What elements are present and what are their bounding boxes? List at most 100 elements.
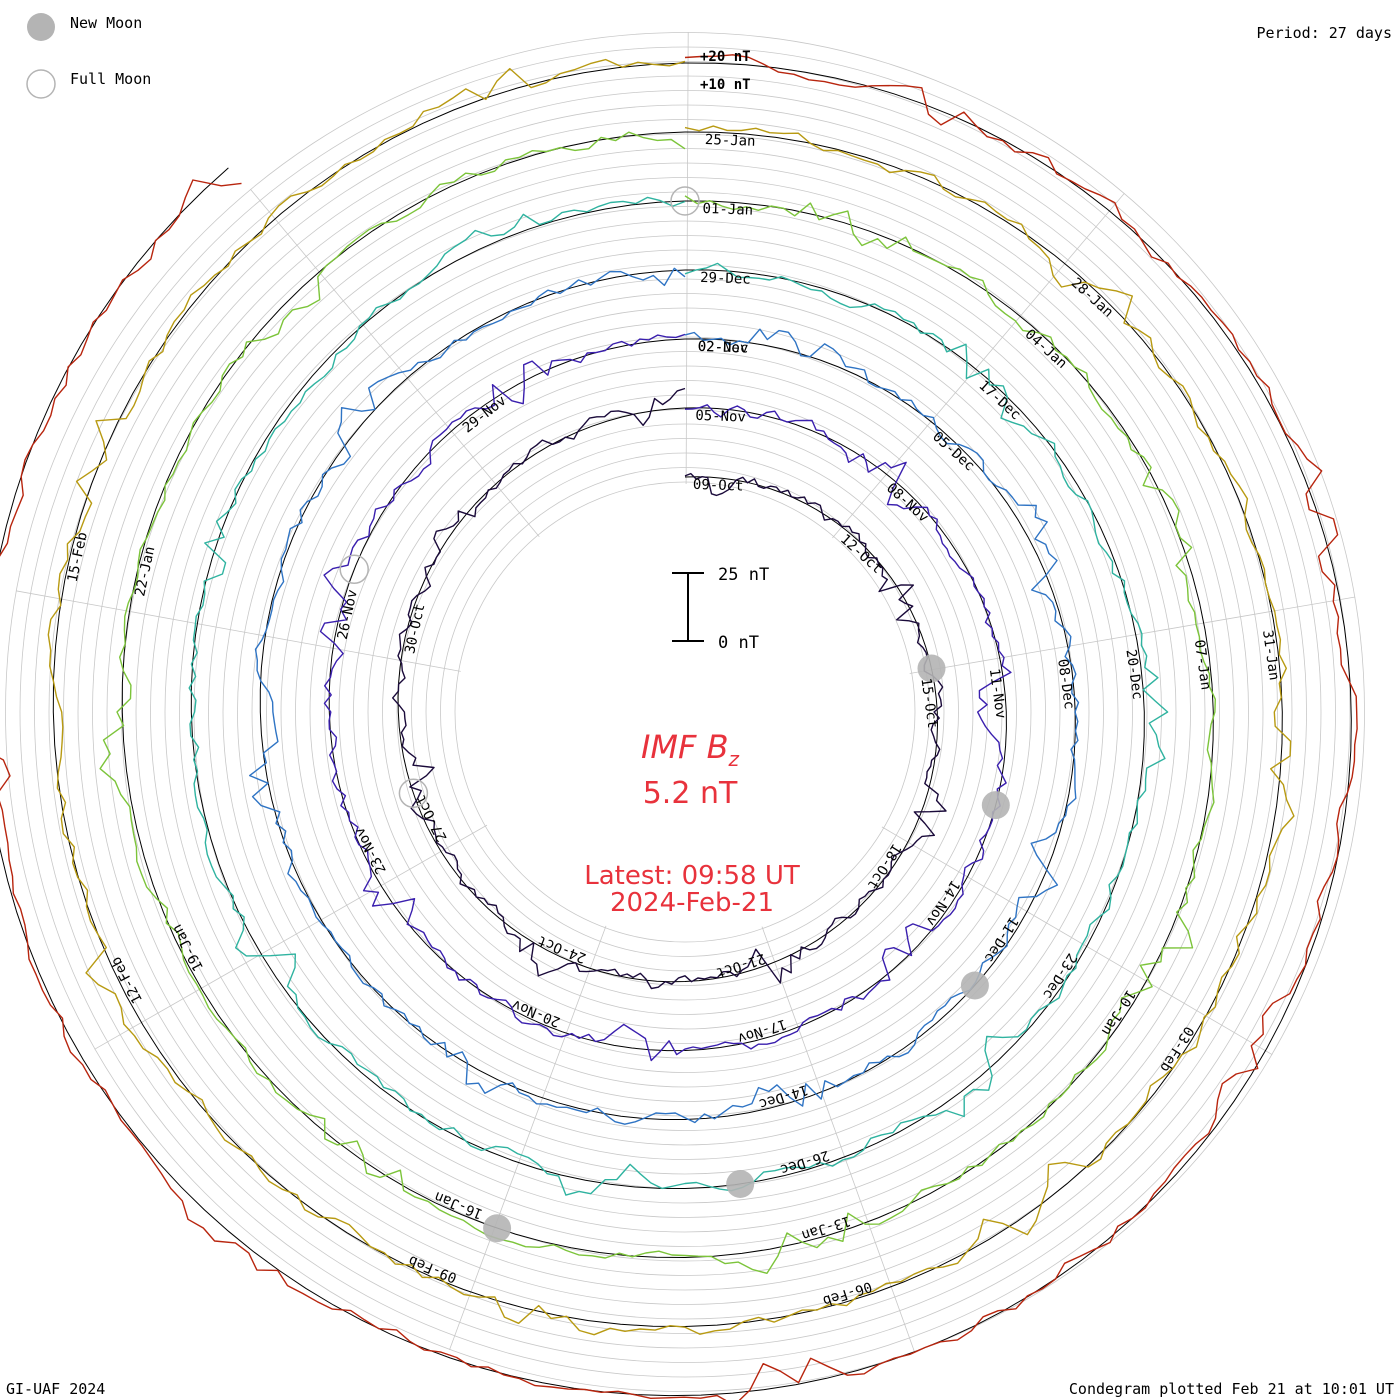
ring-2-trace xyxy=(248,267,1080,1125)
ring-5-trace xyxy=(47,58,1295,1336)
full-moon-icon xyxy=(26,69,56,99)
grid-circle xyxy=(338,365,1032,1059)
ring-0-trace xyxy=(392,387,947,990)
latest-date: 2024-Feb-21 xyxy=(610,888,774,918)
ring-3-trace xyxy=(188,196,1169,1196)
parameter-title: IMF Bz xyxy=(641,728,740,771)
date-label: 09-Feb xyxy=(406,1252,459,1286)
date-label: 16-Jan xyxy=(432,1188,485,1222)
date-label: 08-Nov xyxy=(883,480,931,526)
new-moon-marker xyxy=(960,971,989,1000)
grid-circle xyxy=(150,177,1220,1247)
date-label: 19-Jan xyxy=(169,921,207,973)
day-spoke xyxy=(449,925,607,1351)
scale-label-20: +20 nT xyxy=(700,49,751,65)
date-label: 02-Nov xyxy=(697,339,748,357)
grid-circle xyxy=(135,162,1235,1262)
grid-circle xyxy=(92,119,1278,1305)
grid-circle xyxy=(237,264,1133,1160)
grid-circle xyxy=(77,104,1293,1320)
date-label: 14-Dec xyxy=(757,1081,810,1112)
grid-circle xyxy=(164,191,1206,1233)
current-value: 5.2 nT xyxy=(643,776,738,811)
radial-grid xyxy=(5,32,1365,1392)
ring-1-baseline xyxy=(328,338,1007,1052)
grid-circle xyxy=(48,75,1322,1349)
date-label: 24-Oct xyxy=(536,932,589,966)
scale-bar-bottom-label: 0 nT xyxy=(718,633,759,653)
credit-label: GI-UAF 2024 xyxy=(6,1380,105,1398)
scale-bar xyxy=(672,572,704,642)
grid-circle xyxy=(63,90,1307,1334)
date-label: 03-Feb xyxy=(1156,1023,1196,1074)
new-moon-marker xyxy=(483,1214,512,1243)
date-label: 01-Jan xyxy=(702,201,753,219)
date-label: 02-Dec xyxy=(697,339,748,357)
day-spokes xyxy=(15,31,1356,1353)
date-label: 15-Oct xyxy=(917,677,940,729)
date-label: 12-Oct xyxy=(837,531,885,577)
date-label: 26-Nov xyxy=(335,588,361,641)
date-label: 11-Nov xyxy=(986,668,1009,720)
grid-circle xyxy=(19,46,1351,1378)
grid-circle xyxy=(266,293,1104,1131)
scale-label-10: +10 nT xyxy=(700,77,751,93)
day-spoke xyxy=(94,824,488,1050)
day-spoke xyxy=(249,188,540,537)
date-label: 15-Feb xyxy=(65,531,91,584)
date-label: 05-Dec xyxy=(929,429,977,475)
date-label: 20-Dec xyxy=(1122,648,1145,700)
grid-circle xyxy=(454,481,916,943)
date-label: 09-Oct xyxy=(693,477,744,495)
grid-circle xyxy=(208,235,1162,1189)
date-label: 17-Dec xyxy=(975,378,1023,424)
grid-circle xyxy=(425,452,945,972)
day-spoke xyxy=(15,590,461,672)
day-spoke xyxy=(909,596,1356,674)
grid-circle xyxy=(309,336,1061,1088)
parameter-symbol: IMF B xyxy=(641,728,729,766)
grid-circle xyxy=(121,148,1249,1276)
grid-circle xyxy=(179,206,1191,1218)
new-moon-marker xyxy=(981,791,1010,820)
date-label: 21-Oct xyxy=(714,950,767,981)
latest-time: Latest: 09:58 UT xyxy=(584,861,800,891)
grid-circle xyxy=(34,61,1336,1363)
date-label: 31-Jan xyxy=(1259,629,1282,681)
day-spoke xyxy=(881,826,1273,1056)
date-label: 27-Oct xyxy=(413,792,451,844)
grid-circle xyxy=(106,133,1264,1291)
grid-circle xyxy=(324,351,1046,1073)
plotted-label: Condegram plotted Feb 21 at 10:01 UT xyxy=(1069,1380,1394,1398)
grid-circle xyxy=(251,278,1119,1146)
grid-circle xyxy=(5,32,1365,1392)
day-spoke xyxy=(761,926,915,1353)
ring-4-trace xyxy=(99,131,1217,1275)
legend-new-moon-label: New Moon xyxy=(70,14,142,32)
grid-circle xyxy=(353,380,1017,1044)
full-moon-marker xyxy=(670,186,700,216)
grid-circle xyxy=(193,220,1177,1204)
date-label: 17-Nov xyxy=(735,1015,788,1046)
ring-6-trace xyxy=(0,54,1358,1400)
new-moon-icon xyxy=(27,13,55,41)
date-label: 08-Dec xyxy=(1054,658,1077,710)
scale-bar-top-label: 25 nT xyxy=(718,565,769,585)
legend-full-moon-label: Full Moon xyxy=(70,70,151,88)
full-moon-marker xyxy=(339,554,369,585)
grid-circle xyxy=(280,307,1090,1117)
new-moon-marker xyxy=(917,654,946,683)
grid-circle xyxy=(411,438,959,986)
grid-circle xyxy=(367,394,1003,1030)
day-spoke xyxy=(685,31,689,485)
moon-markers xyxy=(339,186,1010,1243)
bz-traces xyxy=(0,54,1358,1400)
date-label: 11-Dec xyxy=(981,914,1021,965)
parameter-subscript: z xyxy=(728,747,740,771)
grid-circle xyxy=(295,322,1075,1102)
date-label: 23-Dec xyxy=(1039,950,1079,1001)
date-label: 25-Jan xyxy=(705,132,756,150)
date-label: 05-Nov xyxy=(695,408,746,426)
full-moon-marker xyxy=(398,778,429,809)
